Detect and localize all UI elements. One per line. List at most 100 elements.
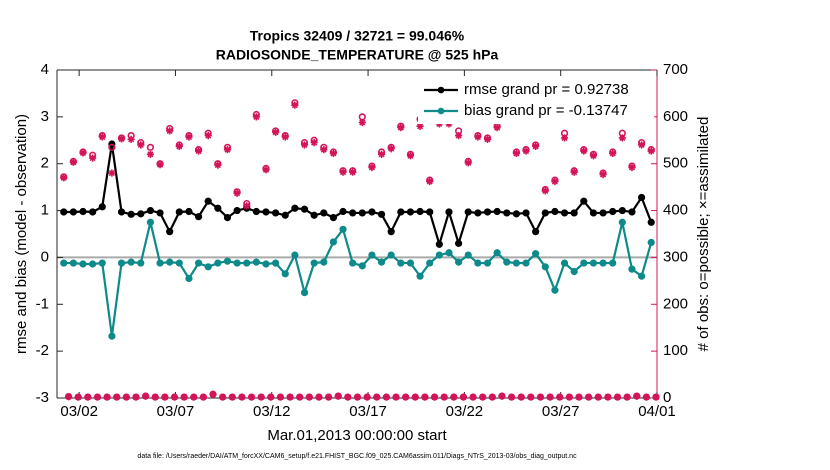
assimilated-marker [618, 134, 626, 142]
possible-marker [377, 258, 386, 266]
assimilated-marker [324, 393, 333, 401]
possible-marker [580, 197, 588, 205]
y2-tick-label: 200 [663, 295, 688, 312]
possible-marker [647, 238, 655, 247]
possible-marker [262, 260, 270, 268]
possible-marker [560, 209, 569, 217]
assimilated-marker [570, 168, 578, 176]
assimilated-marker [170, 393, 179, 401]
assimilated-marker [233, 189, 241, 197]
possible-marker [339, 225, 347, 233]
assimilated-marker [344, 393, 352, 401]
assimilated-marker [60, 174, 68, 182]
x-axis-label: Mar.01,2013 00:00:00 start [267, 427, 447, 444]
assimilated-marker [416, 122, 424, 130]
assimilated-marker [397, 124, 405, 132]
y-tick-label: 0 [41, 248, 49, 265]
possible-marker [127, 210, 135, 218]
assimilated-marker [532, 142, 540, 150]
possible-marker [127, 258, 135, 266]
y2-tick-label: 0 [663, 389, 671, 406]
assimilated-marker [522, 147, 530, 155]
assimilated-marker [392, 393, 400, 401]
assimilated-marker [474, 133, 482, 141]
possible-marker [609, 259, 617, 267]
assimilated-marker [652, 393, 660, 401]
possible-marker [377, 210, 386, 218]
assimilated-marker [84, 393, 92, 401]
possible-marker [137, 210, 145, 218]
assimilated-marker [223, 146, 232, 154]
possible-marker [310, 211, 318, 219]
possible-marker [300, 205, 309, 213]
assimilated-marker [296, 393, 304, 401]
assimilated-marker [358, 118, 366, 127]
assimilated-marker [580, 147, 588, 155]
possible-marker [637, 193, 646, 202]
possible-marker [185, 274, 193, 283]
possible-marker [108, 140, 116, 148]
x-tick-label: 04/01 [638, 403, 676, 420]
possible-marker [223, 257, 232, 265]
possible-marker [69, 208, 77, 216]
possible-marker [137, 259, 145, 267]
assimilated-marker [219, 393, 227, 401]
assimilated-marker [334, 392, 342, 400]
possible-marker [551, 286, 559, 294]
possible-marker [483, 208, 492, 216]
assimilated-marker [421, 393, 429, 401]
legend-marker [437, 107, 445, 115]
assimilated-marker [450, 393, 458, 401]
assimilated-marker [382, 393, 390, 401]
assimilated-marker [373, 393, 381, 401]
possible-marker [166, 258, 174, 266]
possible-marker [599, 259, 607, 267]
x-tick-label: 03/17 [349, 403, 387, 420]
possible-marker [541, 209, 549, 217]
assimilated-marker [551, 177, 559, 186]
assimilated-marker [310, 139, 318, 147]
possible-marker [60, 259, 68, 267]
assimilated-marker [387, 145, 395, 153]
possible-marker [368, 208, 376, 216]
assimilated-marker [406, 152, 415, 160]
chart-title: Tropics 32409 / 32721 = 99.046% [250, 28, 465, 44]
legend-label: bias grand pr = -0.13747 [464, 102, 628, 119]
possible-marker [98, 259, 106, 267]
assimilated-marker [93, 393, 102, 401]
y-tick-label: 4 [41, 61, 49, 78]
assimilated-marker [204, 132, 212, 140]
possible-marker [79, 207, 87, 216]
assimilated-marker [132, 393, 140, 401]
assimilated-marker [647, 147, 655, 155]
assimilated-marker [315, 393, 323, 401]
possible-marker [426, 259, 434, 267]
assimilated-marker [247, 393, 256, 401]
possible-marker [117, 259, 126, 267]
assimilated-marker [560, 134, 569, 142]
assimilated-marker [286, 393, 294, 401]
possible-marker [522, 259, 530, 267]
possible-marker [156, 259, 164, 267]
possible-marker [609, 207, 617, 216]
possible-marker [580, 259, 588, 267]
assimilated-marker [565, 393, 573, 401]
possible-marker [320, 209, 328, 217]
assimilated-marker [69, 158, 77, 166]
possible-marker [166, 228, 174, 236]
assimilated-marker [267, 393, 275, 401]
assimilated-marker [556, 393, 564, 401]
assimilated-marker [536, 393, 545, 401]
assimilated-marker [194, 147, 203, 155]
assimilated-marker [363, 393, 371, 401]
x-tick-label: 03/27 [542, 403, 580, 420]
possible-marker [387, 228, 395, 236]
assimilated-marker [238, 393, 246, 401]
assimilated-marker [79, 149, 87, 157]
footnote: data file: /Users/raeder/DAI/ATM_forcXX/… [137, 453, 577, 460]
possible-marker [204, 263, 212, 271]
legend-marker [437, 86, 445, 94]
possible-marker [628, 265, 636, 273]
assimilated-marker [353, 393, 362, 401]
possible-marker [618, 206, 626, 215]
